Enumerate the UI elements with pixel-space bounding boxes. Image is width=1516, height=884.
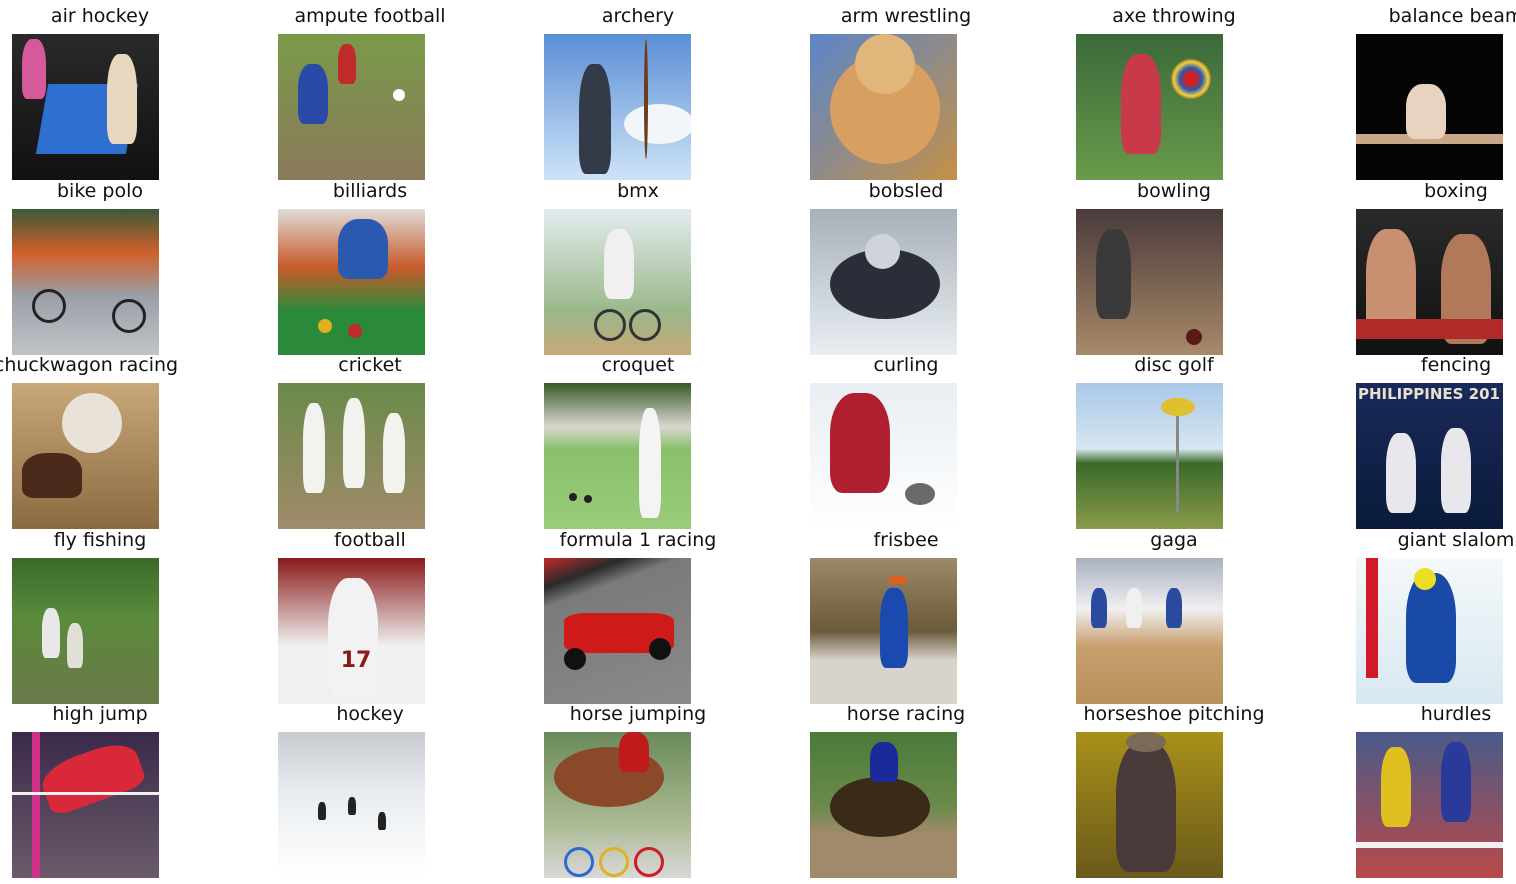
- grid-cell-fly-fishing: fly fishing: [0, 524, 200, 704]
- photo-axe-throwing: [1076, 34, 1223, 180]
- photo-chuckwagon-racing: [12, 383, 159, 529]
- grid-cell-croquet: croquet: [538, 349, 738, 529]
- grid-cell-chuckwagon-racing: chuckwagon racing: [0, 349, 200, 529]
- cell-label: bmx: [617, 180, 659, 202]
- cell-label: chuckwagon racing: [0, 354, 179, 376]
- cell-label: frisbee: [873, 529, 939, 551]
- grid-cell-hockey: hockey: [270, 698, 470, 878]
- grid-cell-bowling: bowling: [1074, 175, 1274, 355]
- cell-label: curling: [873, 354, 939, 376]
- grid-cell-cricket: cricket: [270, 349, 470, 529]
- photo-balance-beam: [1356, 34, 1503, 180]
- photo-hockey: [278, 732, 425, 878]
- grid-cell-ampute-football: ampute football: [270, 0, 470, 180]
- grid-cell-arm-wrestling: arm wrestling: [806, 0, 1006, 180]
- cell-label: horseshoe pitching: [1083, 703, 1265, 725]
- grid-cell-frisbee: frisbee: [806, 524, 1006, 704]
- cell-label: balance beam: [1388, 5, 1516, 27]
- grid-cell-axe-throwing: axe throwing: [1074, 0, 1274, 180]
- photo-fly-fishing: [12, 558, 159, 704]
- cell-label: ampute football: [294, 5, 446, 27]
- grid-cell-billiards: billiards: [270, 175, 470, 355]
- cell-label: hockey: [336, 703, 404, 725]
- grid-cell-curling: curling: [806, 349, 1006, 529]
- grid-cell-bike-polo: bike polo: [0, 175, 200, 355]
- grid-cell-bmx: bmx: [538, 175, 738, 355]
- cell-label: disc golf: [1134, 354, 1214, 376]
- cell-label: cricket: [338, 354, 402, 376]
- photo-high-jump: [12, 732, 159, 878]
- grid-cell-formula-1-racing: formula 1 racing: [538, 524, 738, 704]
- photo-frisbee: [810, 558, 957, 704]
- grid-cell-balance-beam: balance beam: [1356, 0, 1516, 180]
- cell-label: horse racing: [846, 703, 966, 725]
- photo-football: 17: [278, 558, 425, 704]
- grid-cell-air-hockey: air hockey: [0, 0, 200, 180]
- photo-formula-1-racing: [544, 558, 691, 704]
- cell-label: hurdles: [1420, 703, 1492, 725]
- cell-label: bike polo: [57, 180, 143, 202]
- photo-archery: [544, 34, 691, 180]
- photo-horse-jumping: [544, 732, 691, 878]
- grid-cell-football: football 17: [270, 524, 470, 704]
- grid-cell-giant-slalom: giant slalom: [1356, 524, 1516, 704]
- grid-cell-boxing: boxing: [1356, 175, 1516, 355]
- cell-label: giant slalom: [1397, 529, 1515, 551]
- photo-arm-wrestling: [810, 34, 957, 180]
- cell-label: archery: [601, 5, 675, 27]
- photo-croquet: [544, 383, 691, 529]
- photo-ampute-football: [278, 34, 425, 180]
- photo-horseshoe-pitching: [1076, 732, 1223, 878]
- grid-cell-archery: archery: [538, 0, 738, 180]
- photo-disc-golf: [1076, 383, 1223, 529]
- grid-cell-disc-golf: disc golf: [1074, 349, 1274, 529]
- cell-label: croquet: [601, 354, 675, 376]
- fencing-banner-text: PHILIPPINES 2019: [1358, 385, 1501, 403]
- grid-cell-high-jump: high jump: [0, 698, 200, 878]
- grid-cell-fencing: fencing PHILIPPINES 2019: [1356, 349, 1516, 529]
- grid-cell-horse-racing: horse racing: [806, 698, 1006, 878]
- jersey-number: 17: [340, 648, 372, 673]
- cell-label: boxing: [1424, 180, 1488, 202]
- cell-label: football: [334, 529, 406, 551]
- photo-bmx: [544, 209, 691, 355]
- photo-horse-racing: [810, 732, 957, 878]
- photo-bobsled: [810, 209, 957, 355]
- photo-bowling: [1076, 209, 1223, 355]
- photo-boxing: [1356, 209, 1503, 355]
- photo-fencing: PHILIPPINES 2019: [1356, 383, 1503, 529]
- cell-label: gaga: [1150, 529, 1198, 551]
- cell-label: high jump: [52, 703, 148, 725]
- grid-cell-gaga: gaga: [1074, 524, 1274, 704]
- photo-cricket: [278, 383, 425, 529]
- cell-label: axe throwing: [1112, 5, 1236, 27]
- cell-label: formula 1 racing: [559, 529, 717, 551]
- cell-label: fly fishing: [53, 529, 147, 551]
- photo-air-hockey: [12, 34, 159, 180]
- cell-label: bobsled: [868, 180, 944, 202]
- photo-billiards: [278, 209, 425, 355]
- cell-label: bowling: [1137, 180, 1211, 202]
- cell-label: air hockey: [50, 5, 150, 27]
- photo-bike-polo: [12, 209, 159, 355]
- cell-label: fencing: [1420, 354, 1492, 376]
- photo-curling: [810, 383, 957, 529]
- grid-cell-horseshoe-pitching: horseshoe pitching: [1074, 698, 1274, 878]
- cell-label: billiards: [332, 180, 408, 202]
- grid-cell-horse-jumping: horse jumping: [538, 698, 738, 878]
- grid-cell-hurdles: hurdles: [1356, 698, 1516, 878]
- photo-hurdles: [1356, 732, 1503, 878]
- grid-cell-bobsled: bobsled: [806, 175, 1006, 355]
- photo-giant-slalom: [1356, 558, 1503, 704]
- cell-label: horse jumping: [569, 703, 707, 725]
- cell-label: arm wrestling: [840, 5, 972, 27]
- photo-gaga: [1076, 558, 1223, 704]
